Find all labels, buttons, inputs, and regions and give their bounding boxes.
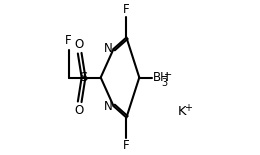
Text: N: N [103, 42, 112, 55]
Text: K: K [178, 105, 186, 118]
Text: F: F [65, 34, 72, 47]
Text: O: O [74, 104, 84, 117]
Text: S: S [79, 71, 88, 84]
Text: F: F [123, 139, 130, 152]
Text: +: + [184, 102, 192, 113]
Text: 3: 3 [161, 78, 167, 88]
Text: −: − [164, 70, 172, 80]
Text: O: O [74, 38, 84, 51]
Text: N: N [103, 100, 112, 113]
Text: BH: BH [153, 71, 170, 84]
Text: F: F [123, 3, 130, 16]
